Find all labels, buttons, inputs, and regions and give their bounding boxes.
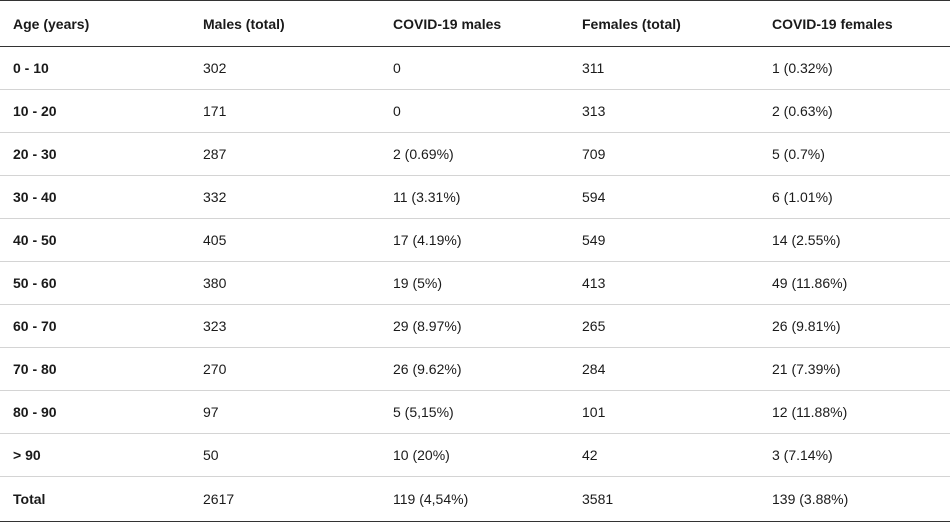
table-row: 70 - 80 270 26 (9.62%) 284 21 (7.39%) [0,347,950,391]
cell-covid-males: 10 (20%) [380,433,569,477]
cell-total-label: Total [0,476,190,522]
cell-total-covid-females: 139 (3.88%) [759,476,950,522]
cell-females-total: 549 [569,218,759,262]
cell-covid-females: 14 (2.55%) [759,218,950,262]
cell-males-total: 332 [190,175,380,219]
cell-females-total: 284 [569,347,759,391]
cell-covid-males: 26 (9.62%) [380,347,569,391]
cell-total-covid-males: 119 (4,54%) [380,476,569,522]
cell-females-total: 265 [569,304,759,348]
table-row: 20 - 30 287 2 (0.69%) 709 5 (0.7%) [0,132,950,176]
cell-age: 60 - 70 [0,304,190,348]
table-row: 80 - 90 97 5 (5,15%) 101 12 (11.88%) [0,390,950,434]
cell-total-females: 3581 [569,476,759,522]
cell-covid-males: 11 (3.31%) [380,175,569,219]
cell-age: > 90 [0,433,190,477]
cell-covid-males: 0 [380,89,569,133]
cell-age: 50 - 60 [0,261,190,305]
cell-males-total: 380 [190,261,380,305]
table-row: 10 - 20 171 0 313 2 (0.63%) [0,89,950,133]
cell-females-total: 709 [569,132,759,176]
cell-age: 40 - 50 [0,218,190,262]
table-header-row: Age (years) Males (total) COVID-19 males… [0,0,950,47]
cell-males-total: 270 [190,347,380,391]
header-age: Age (years) [0,0,190,47]
cell-covid-females: 1 (0.32%) [759,46,950,90]
table-row: 40 - 50 405 17 (4.19%) 549 14 (2.55%) [0,218,950,262]
cell-covid-males: 19 (5%) [380,261,569,305]
cell-age: 10 - 20 [0,89,190,133]
cell-covid-males: 5 (5,15%) [380,390,569,434]
table-row: 50 - 60 380 19 (5%) 413 49 (11.86%) [0,261,950,305]
table-row: > 90 50 10 (20%) 42 3 (7.14%) [0,433,950,477]
cell-males-total: 287 [190,132,380,176]
cell-covid-females: 12 (11.88%) [759,390,950,434]
table-row: 0 - 10 302 0 311 1 (0.32%) [0,46,950,90]
cell-covid-females: 5 (0.7%) [759,132,950,176]
cell-males-total: 323 [190,304,380,348]
cell-covid-males: 17 (4.19%) [380,218,569,262]
cell-covid-males: 2 (0.69%) [380,132,569,176]
cell-covid-females: 3 (7.14%) [759,433,950,477]
cell-covid-males: 29 (8.97%) [380,304,569,348]
cell-females-total: 594 [569,175,759,219]
cell-covid-males: 0 [380,46,569,90]
cell-age: 70 - 80 [0,347,190,391]
cell-covid-females: 49 (11.86%) [759,261,950,305]
cell-covid-females: 2 (0.63%) [759,89,950,133]
cell-covid-females: 26 (9.81%) [759,304,950,348]
cell-age: 80 - 90 [0,390,190,434]
table-row: 60 - 70 323 29 (8.97%) 265 26 (9.81%) [0,304,950,348]
cell-total-males: 2617 [190,476,380,522]
cell-females-total: 101 [569,390,759,434]
cell-females-total: 42 [569,433,759,477]
cell-age: 30 - 40 [0,175,190,219]
cell-covid-females: 6 (1.01%) [759,175,950,219]
table-total-row: Total 2617 119 (4,54%) 3581 139 (3.88%) [0,476,950,522]
cell-males-total: 405 [190,218,380,262]
cell-males-total: 50 [190,433,380,477]
cell-females-total: 413 [569,261,759,305]
header-covid-females: COVID-19 females [759,0,950,47]
cell-males-total: 171 [190,89,380,133]
table-row: 30 - 40 332 11 (3.31%) 594 6 (1.01%) [0,175,950,219]
cell-males-total: 302 [190,46,380,90]
cell-age: 20 - 30 [0,132,190,176]
header-covid-males: COVID-19 males [380,0,569,47]
header-females-total: Females (total) [569,0,759,47]
cell-covid-females: 21 (7.39%) [759,347,950,391]
header-males-total: Males (total) [190,0,380,47]
cell-males-total: 97 [190,390,380,434]
cell-age: 0 - 10 [0,46,190,90]
cell-females-total: 311 [569,46,759,90]
cell-females-total: 313 [569,89,759,133]
